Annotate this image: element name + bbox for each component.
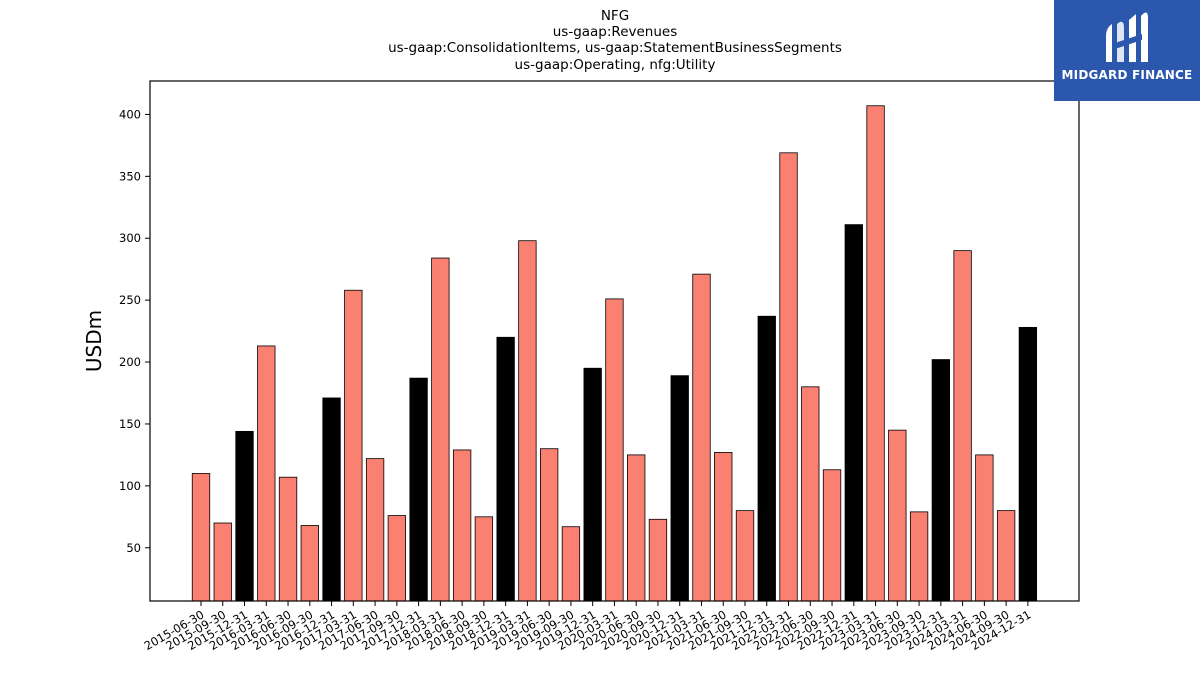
y-tick-label: 200 [119,355,141,369]
chart-title-line-2: us-gaap:Revenues [553,24,678,40]
bar-2021-09-30 [735,510,755,602]
bar-2018-03-31 [431,257,450,602]
chart-title: NFG us-gaap:Revenues us-gaap:Consolidati… [388,8,842,73]
bar-2019-09-30 [561,526,581,602]
bar-2021-12-31 [757,315,776,602]
bar-2024-09-30 [996,510,1016,602]
bar-2023-06-30 [888,429,907,602]
bar-2024-12-31 [1018,326,1038,602]
bar-2016-06-30 [278,476,298,602]
bar-2020-12-31 [670,375,689,602]
bar-2018-06-30 [452,449,472,602]
y-tick-label: 150 [119,417,141,431]
bar-2020-03-31 [605,298,624,602]
bar-2022-12-31 [844,224,863,602]
y-tick-label: 300 [119,231,141,245]
bar-2015-12-31 [235,430,254,602]
chart-title-line-4: us-gaap:Operating, nfg:Utility [515,57,716,73]
y-tick-label: 350 [119,169,141,183]
bar-2017-06-30 [365,458,385,602]
x-axis-ticks: 2015-06-302015-09-302015-12-312016-03-31… [142,601,1033,653]
bar-2024-03-31 [953,250,972,602]
bar-2023-09-30 [909,511,929,602]
bar-2017-12-31 [409,377,428,602]
chart-title-line-3: us-gaap:ConsolidationItems, us-gaap:Stat… [388,40,842,56]
bar-2019-03-31 [518,240,537,602]
bar-2016-03-31 [257,345,276,602]
midgard-logo-icon [1106,12,1148,63]
bars-group [191,105,1038,602]
bar-2020-09-30 [648,518,668,602]
bar-2022-03-31 [779,152,798,602]
bar-2021-03-31 [692,273,711,602]
bar-2018-12-31 [496,336,515,602]
y-tick-label: 50 [126,541,141,555]
bar-2019-12-31 [583,367,602,602]
bar-2023-03-31 [866,105,885,602]
y-tick-label: 400 [119,107,141,121]
plot-frame [149,80,1080,602]
bar-2021-06-30 [714,452,733,602]
bar-2020-06-30 [627,454,646,602]
bar-2016-12-31 [322,397,341,602]
bar-2016-09-30 [300,525,319,602]
bar-2015-09-30 [213,522,232,602]
bar-2017-03-31 [344,289,363,602]
chart-title-line-1: NFG [601,8,629,24]
bar-2023-12-31 [931,359,950,602]
y-axis-label: USDm [82,310,106,372]
y-tick-label: 250 [119,293,141,307]
bar-2022-09-30 [822,469,842,602]
logo-text: MIDGARD FINANCE [1061,68,1193,82]
y-axis-ticks: 50 100 150 200 250 300 350 400 [119,107,150,555]
bar-2018-09-30 [474,516,494,602]
bar-2022-06-30 [801,386,820,602]
midgard-finance-logo: MIDGARD FINANCE [1054,0,1200,101]
bar-2015-06-30 [191,473,211,602]
y-tick-label: 100 [119,479,141,493]
bar-2019-06-30 [540,448,559,602]
bar-2017-09-30 [387,515,406,602]
bar-2024-06-30 [975,454,994,602]
